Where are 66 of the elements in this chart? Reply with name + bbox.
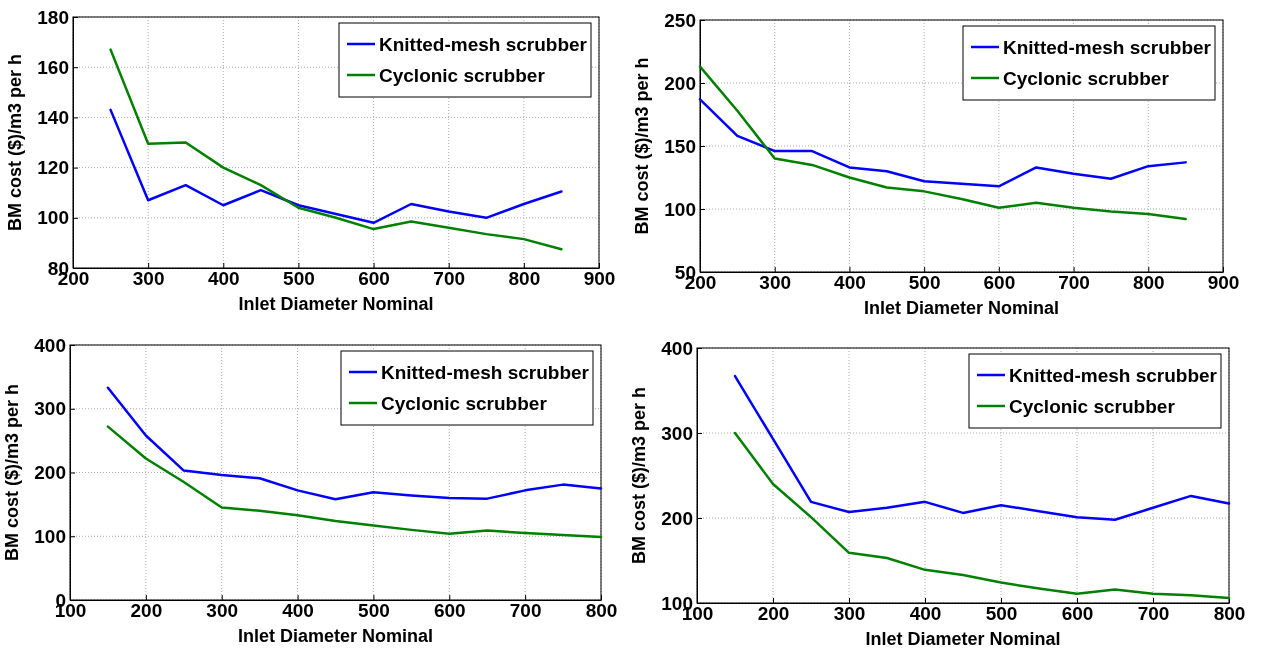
- y-tick-label: 200: [661, 507, 693, 529]
- line-series: [109, 108, 563, 225]
- x-tick-label: 700: [509, 600, 542, 622]
- legend-label: Knitted-mesh scrubber: [379, 34, 588, 55]
- line-series: [106, 386, 603, 501]
- y-axis-title: BM cost ($)/m3 per h: [632, 57, 652, 235]
- y-axis-title: BM cost ($)/m3 per h: [5, 53, 25, 232]
- x-tick-label: 800: [585, 600, 618, 622]
- x-tick-label: 600: [1061, 603, 1094, 625]
- x-tick-label: 700: [433, 268, 466, 290]
- y-tick-label: 100: [664, 198, 696, 220]
- legend-label: Cyclonic scrubber: [1003, 68, 1170, 89]
- x-axis-title: Inlet Diameter Nominal: [237, 626, 434, 646]
- x-tick-label: 800: [1213, 603, 1246, 625]
- x-tick-label: 300: [759, 272, 792, 294]
- y-tick-label: 120: [37, 157, 69, 179]
- x-tick-label: 200: [757, 603, 790, 625]
- legend-label: Knitted-mesh scrubber: [1009, 365, 1218, 386]
- x-axis-title: Inlet Diameter Nominal: [238, 294, 434, 314]
- x-tick-label: 300: [206, 600, 239, 622]
- y-tick-label: 140: [37, 106, 69, 128]
- line-series: [698, 65, 1187, 221]
- x-tick-label: 500: [985, 603, 1018, 625]
- x-tick-label: 200: [130, 600, 163, 622]
- legend-label: Cyclonic scrubber: [381, 393, 548, 414]
- y-tick-label: 400: [34, 334, 66, 356]
- x-tick-label: 400: [909, 603, 942, 625]
- y-tick-label: 160: [37, 56, 69, 78]
- y-tick-label: 150: [664, 135, 696, 157]
- y-tick-label: 400: [661, 337, 693, 359]
- y-tick-label: 180: [37, 6, 69, 28]
- x-tick-label: 600: [433, 600, 466, 622]
- line-series: [733, 431, 1231, 600]
- x-tick-label: 500: [283, 268, 315, 290]
- legend-label: Cyclonic scrubber: [1009, 396, 1176, 417]
- y-tick-label: 250: [664, 9, 696, 31]
- x-tick-label: 900: [1207, 272, 1240, 294]
- x-axis-title: Inlet Diameter Nominal: [863, 298, 1060, 318]
- line-series: [698, 98, 1187, 188]
- legend-label: Knitted-mesh scrubber: [1003, 37, 1212, 58]
- legend-label: Knitted-mesh scrubber: [381, 362, 590, 383]
- y-tick-label: 100: [34, 525, 66, 547]
- y-tick-label: 300: [661, 422, 693, 444]
- x-tick-label: 600: [358, 268, 390, 290]
- y-axis-title: BM cost ($)/m3 per h: [629, 386, 649, 565]
- x-tick-label: 700: [1137, 603, 1170, 625]
- y-tick-label: 200: [34, 462, 66, 484]
- x-axis-title: Inlet Diameter Nominal: [865, 629, 1061, 649]
- x-tick-label: 400: [207, 268, 240, 290]
- y-tick-label: 200: [664, 72, 696, 94]
- y-tick-label: 100: [37, 207, 69, 229]
- x-tick-label: 700: [1058, 272, 1090, 294]
- x-tick-label: 500: [908, 272, 941, 294]
- x-tick-label: 900: [583, 268, 616, 290]
- x-tick-label: 500: [358, 600, 390, 622]
- line-series: [106, 425, 603, 539]
- x-tick-label: 400: [282, 600, 314, 622]
- x-tick-label: 300: [833, 603, 866, 625]
- x-tick-label: 400: [834, 272, 866, 294]
- x-tick-label: 800: [1132, 272, 1165, 294]
- y-tick-label: 300: [34, 398, 66, 420]
- x-tick-label: 600: [983, 272, 1016, 294]
- x-tick-label: 300: [132, 268, 165, 290]
- y-axis-title: BM cost ($)/m3 per h: [2, 383, 22, 562]
- legend-label: Cyclonic scrubber: [379, 65, 546, 86]
- x-tick-label: 800: [508, 268, 541, 290]
